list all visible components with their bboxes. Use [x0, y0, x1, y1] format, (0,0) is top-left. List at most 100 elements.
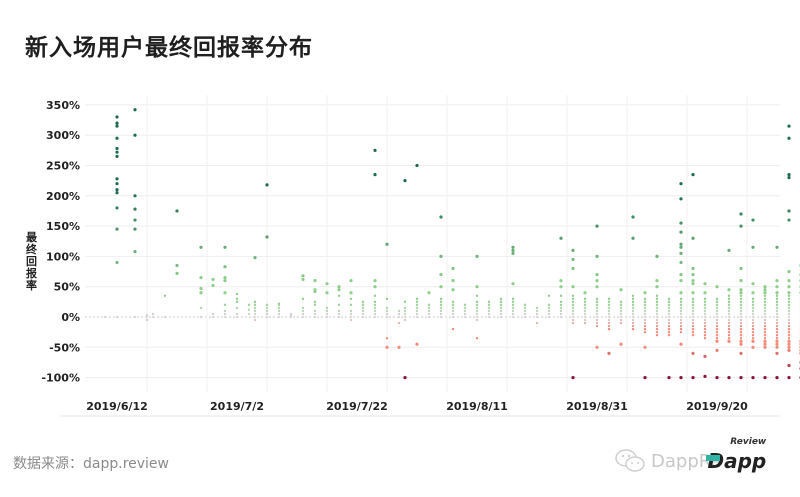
data-point	[655, 312, 659, 316]
data-point	[691, 236, 695, 240]
data-point	[715, 306, 719, 310]
data-point	[427, 303, 431, 307]
data-point	[679, 272, 683, 277]
data-point	[559, 315, 563, 319]
data-point	[499, 297, 503, 301]
data-point	[595, 254, 599, 258]
data-point	[787, 342, 791, 346]
data-point	[679, 321, 683, 325]
data-source-caption: 数据来源：dapp.review	[13, 456, 169, 472]
data-point	[403, 306, 407, 310]
data-point	[415, 300, 419, 304]
data-point	[535, 309, 539, 313]
data-point	[739, 291, 743, 295]
y-axis-tick-labels: -100% -50% 0% 50% 100% 150% 200% 250% 300% 350%	[41, 99, 80, 385]
data-point	[775, 297, 779, 301]
data-point	[667, 309, 671, 313]
data-point	[349, 297, 353, 301]
data-point	[385, 309, 389, 313]
data-point	[373, 148, 377, 152]
data-point	[691, 172, 695, 177]
data-point	[703, 300, 707, 304]
data-point	[583, 291, 587, 295]
data-point	[535, 312, 539, 316]
data-point	[583, 300, 587, 304]
data-point	[667, 330, 671, 334]
data-point	[703, 318, 707, 322]
data-point	[775, 376, 779, 380]
data-point	[511, 303, 515, 307]
data-point	[619, 312, 623, 316]
data-point	[679, 242, 683, 246]
data-point	[583, 303, 587, 307]
data-point	[547, 315, 551, 319]
data-point	[787, 297, 791, 301]
data-point	[223, 312, 227, 316]
data-point	[133, 315, 137, 319]
data-point	[751, 312, 755, 316]
data-point	[151, 315, 155, 319]
logo-review-text: Review	[730, 437, 767, 447]
wechat-icon	[615, 449, 645, 472]
data-point	[499, 306, 503, 310]
data-point	[643, 345, 647, 349]
data-point	[667, 300, 671, 304]
data-point	[349, 279, 353, 283]
data-point	[775, 339, 779, 343]
data-point	[703, 354, 707, 358]
watermark: DappRe Dapp Review	[613, 437, 767, 478]
data-point	[655, 321, 659, 325]
data-point	[655, 315, 659, 319]
data-point	[373, 300, 377, 304]
data-point	[115, 191, 119, 195]
data-point	[523, 312, 527, 316]
data-point	[667, 327, 671, 331]
data-point	[715, 303, 719, 307]
data-point	[631, 297, 635, 301]
data-point	[787, 315, 791, 319]
data-point	[415, 312, 419, 316]
data-point	[373, 285, 377, 289]
data-point	[415, 309, 419, 313]
data-point	[691, 351, 695, 355]
data-point	[427, 291, 431, 295]
data-point	[691, 321, 695, 325]
data-point	[583, 306, 587, 310]
logo-main-text: Dapp	[707, 449, 767, 473]
data-point	[595, 324, 599, 328]
data-point	[385, 312, 389, 316]
data-point	[415, 297, 419, 301]
data-point	[631, 300, 635, 304]
data-point	[739, 312, 743, 316]
data-point	[535, 306, 539, 310]
data-point	[775, 337, 779, 340]
data-point	[487, 309, 491, 313]
data-point	[511, 282, 515, 286]
data-point	[325, 306, 329, 310]
data-point	[691, 315, 695, 319]
data-point	[313, 312, 317, 316]
data-point	[475, 294, 479, 297]
data-point	[397, 309, 401, 313]
data-point	[487, 306, 491, 310]
data-point	[679, 315, 683, 319]
data-point	[583, 315, 587, 319]
data-point	[787, 303, 791, 307]
data-point	[787, 363, 791, 368]
data-point	[739, 297, 743, 301]
data-point	[175, 209, 179, 213]
data-point	[679, 309, 683, 313]
data-point	[247, 312, 251, 316]
data-point	[253, 309, 257, 313]
data-point	[439, 272, 443, 277]
data-point	[277, 309, 281, 313]
data-point	[655, 279, 659, 283]
data-point	[787, 291, 791, 295]
data-point	[373, 172, 377, 177]
data-point	[247, 308, 251, 311]
x-tick-label: 2019/6/12	[86, 400, 148, 413]
data-point	[643, 312, 647, 316]
data-point	[739, 351, 743, 355]
data-point	[739, 318, 743, 322]
data-point	[265, 303, 269, 307]
